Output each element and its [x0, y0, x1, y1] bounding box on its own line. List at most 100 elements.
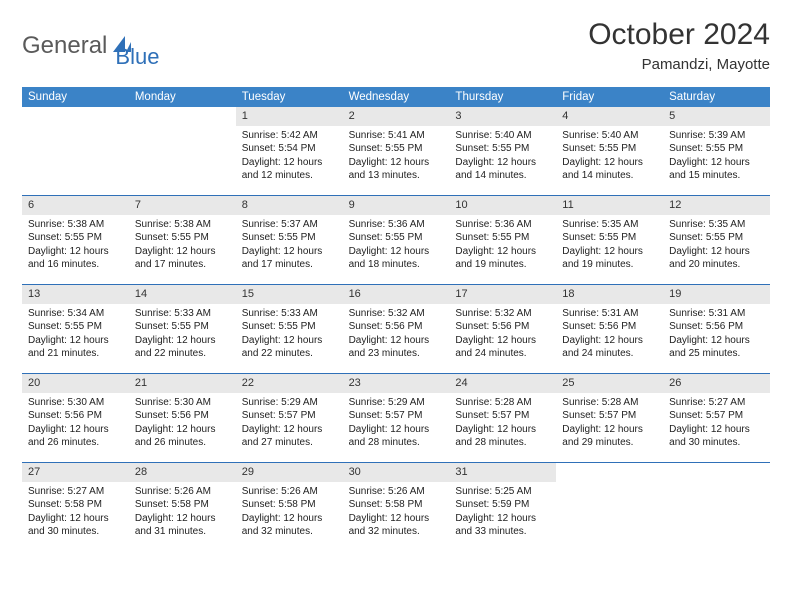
day-number: 11: [556, 196, 663, 215]
day-body: Sunrise: 5:26 AMSunset: 5:58 PMDaylight:…: [236, 482, 343, 545]
day-cell: 22Sunrise: 5:29 AMSunset: 5:57 PMDayligh…: [236, 374, 343, 462]
day-body: Sunrise: 5:28 AMSunset: 5:57 PMDaylight:…: [556, 393, 663, 456]
day-cell: 6Sunrise: 5:38 AMSunset: 5:55 PMDaylight…: [22, 196, 129, 284]
day-cell: 8Sunrise: 5:37 AMSunset: 5:55 PMDaylight…: [236, 196, 343, 284]
day-body: Sunrise: 5:32 AMSunset: 5:56 PMDaylight:…: [449, 304, 556, 367]
day-info-line: Sunset: 5:58 PM: [242, 498, 337, 512]
day-info-line: Sunset: 5:56 PM: [562, 320, 657, 334]
day-info-line: and 21 minutes.: [28, 347, 123, 361]
day-info-line: Sunset: 5:55 PM: [455, 142, 550, 156]
day-info-line: Daylight: 12 hours: [562, 156, 657, 170]
day-cell: 29Sunrise: 5:26 AMSunset: 5:58 PMDayligh…: [236, 463, 343, 551]
day-cell: 23Sunrise: 5:29 AMSunset: 5:57 PMDayligh…: [343, 374, 450, 462]
day-info-line: Sunset: 5:55 PM: [669, 231, 764, 245]
day-info-line: Sunset: 5:57 PM: [455, 409, 550, 423]
day-number: 19: [663, 285, 770, 304]
day-info-line: and 17 minutes.: [242, 258, 337, 272]
day-number: 6: [22, 196, 129, 215]
day-info-line: Sunrise: 5:38 AM: [135, 218, 230, 232]
day-info-line: Sunset: 5:55 PM: [242, 320, 337, 334]
day-info-line: and 32 minutes.: [349, 525, 444, 539]
day-cell: 27Sunrise: 5:27 AMSunset: 5:58 PMDayligh…: [22, 463, 129, 551]
day-info-line: Sunrise: 5:31 AM: [669, 307, 764, 321]
weeks-container: 1Sunrise: 5:42 AMSunset: 5:54 PMDaylight…: [22, 107, 770, 551]
day-info-line: Daylight: 12 hours: [135, 423, 230, 437]
day-info-line: Sunrise: 5:42 AM: [242, 129, 337, 143]
day-info-line: Sunset: 5:58 PM: [135, 498, 230, 512]
day-info-line: Sunset: 5:55 PM: [28, 231, 123, 245]
day-info-line: Daylight: 12 hours: [669, 245, 764, 259]
day-cell: 25Sunrise: 5:28 AMSunset: 5:57 PMDayligh…: [556, 374, 663, 462]
day-number: 2: [343, 107, 450, 126]
day-body: Sunrise: 5:39 AMSunset: 5:55 PMDaylight:…: [663, 126, 770, 189]
day-body: Sunrise: 5:27 AMSunset: 5:57 PMDaylight:…: [663, 393, 770, 456]
day-info-line: and 20 minutes.: [669, 258, 764, 272]
day-info-line: and 32 minutes.: [242, 525, 337, 539]
day-info-line: Sunrise: 5:36 AM: [349, 218, 444, 232]
day-body: Sunrise: 5:34 AMSunset: 5:55 PMDaylight:…: [22, 304, 129, 367]
day-cell: [22, 107, 129, 195]
day-info-line: Sunset: 5:55 PM: [562, 231, 657, 245]
day-info-line: Sunset: 5:57 PM: [562, 409, 657, 423]
day-number: 22: [236, 374, 343, 393]
day-number: 3: [449, 107, 556, 126]
day-number: 28: [129, 463, 236, 482]
day-info-line: Sunrise: 5:26 AM: [349, 485, 444, 499]
day-info-line: Daylight: 12 hours: [135, 512, 230, 526]
day-info-line: Sunset: 5:56 PM: [669, 320, 764, 334]
day-info-line: Sunrise: 5:29 AM: [349, 396, 444, 410]
day-info-line: Sunset: 5:55 PM: [349, 231, 444, 245]
day-info-line: Sunrise: 5:25 AM: [455, 485, 550, 499]
day-number: 20: [22, 374, 129, 393]
day-cell: 11Sunrise: 5:35 AMSunset: 5:55 PMDayligh…: [556, 196, 663, 284]
day-info-line: Daylight: 12 hours: [242, 334, 337, 348]
day-number: 30: [343, 463, 450, 482]
week-row: 6Sunrise: 5:38 AMSunset: 5:55 PMDaylight…: [22, 195, 770, 284]
day-info-line: and 24 minutes.: [562, 347, 657, 361]
title-block: October 2024 Pamandzi, Mayotte: [588, 18, 770, 73]
weekday-label: Saturday: [663, 87, 770, 107]
day-info-line: and 31 minutes.: [135, 525, 230, 539]
day-number: 27: [22, 463, 129, 482]
day-info-line: Daylight: 12 hours: [455, 334, 550, 348]
day-info-line: Sunrise: 5:35 AM: [562, 218, 657, 232]
day-info-line: Sunrise: 5:41 AM: [349, 129, 444, 143]
day-cell: 12Sunrise: 5:35 AMSunset: 5:55 PMDayligh…: [663, 196, 770, 284]
day-info-line: Sunrise: 5:36 AM: [455, 218, 550, 232]
day-info-line: Sunset: 5:58 PM: [28, 498, 123, 512]
day-info-line: and 24 minutes.: [455, 347, 550, 361]
day-cell: 16Sunrise: 5:32 AMSunset: 5:56 PMDayligh…: [343, 285, 450, 373]
day-info-line: Sunrise: 5:27 AM: [28, 485, 123, 499]
day-info-line: Daylight: 12 hours: [455, 423, 550, 437]
weekday-label: Sunday: [22, 87, 129, 107]
day-info-line: and 16 minutes.: [28, 258, 123, 272]
day-body: Sunrise: 5:26 AMSunset: 5:58 PMDaylight:…: [129, 482, 236, 545]
day-cell: 9Sunrise: 5:36 AMSunset: 5:55 PMDaylight…: [343, 196, 450, 284]
day-cell: 13Sunrise: 5:34 AMSunset: 5:55 PMDayligh…: [22, 285, 129, 373]
day-info-line: Sunrise: 5:30 AM: [135, 396, 230, 410]
day-cell: [663, 463, 770, 551]
day-cell: 14Sunrise: 5:33 AMSunset: 5:55 PMDayligh…: [129, 285, 236, 373]
day-cell: [129, 107, 236, 195]
day-info-line: and 19 minutes.: [562, 258, 657, 272]
day-info-line: Sunset: 5:57 PM: [242, 409, 337, 423]
month-title: October 2024: [588, 18, 770, 52]
day-body: Sunrise: 5:37 AMSunset: 5:55 PMDaylight:…: [236, 215, 343, 278]
day-info-line: Sunrise: 5:27 AM: [669, 396, 764, 410]
day-info-line: Sunset: 5:54 PM: [242, 142, 337, 156]
day-info-line: Sunset: 5:55 PM: [562, 142, 657, 156]
day-info-line: and 30 minutes.: [28, 525, 123, 539]
day-info-line: Sunset: 5:57 PM: [349, 409, 444, 423]
day-cell: 21Sunrise: 5:30 AMSunset: 5:56 PMDayligh…: [129, 374, 236, 462]
day-info-line: Sunset: 5:55 PM: [135, 231, 230, 245]
day-info-line: Sunrise: 5:26 AM: [135, 485, 230, 499]
day-cell: 18Sunrise: 5:31 AMSunset: 5:56 PMDayligh…: [556, 285, 663, 373]
day-cell: 5Sunrise: 5:39 AMSunset: 5:55 PMDaylight…: [663, 107, 770, 195]
day-info-line: Sunrise: 5:38 AM: [28, 218, 123, 232]
day-info-line: Sunrise: 5:40 AM: [562, 129, 657, 143]
day-number: 14: [129, 285, 236, 304]
day-cell: 10Sunrise: 5:36 AMSunset: 5:55 PMDayligh…: [449, 196, 556, 284]
day-info-line: Sunrise: 5:34 AM: [28, 307, 123, 321]
day-body: Sunrise: 5:33 AMSunset: 5:55 PMDaylight:…: [236, 304, 343, 367]
day-info-line: Sunset: 5:56 PM: [349, 320, 444, 334]
